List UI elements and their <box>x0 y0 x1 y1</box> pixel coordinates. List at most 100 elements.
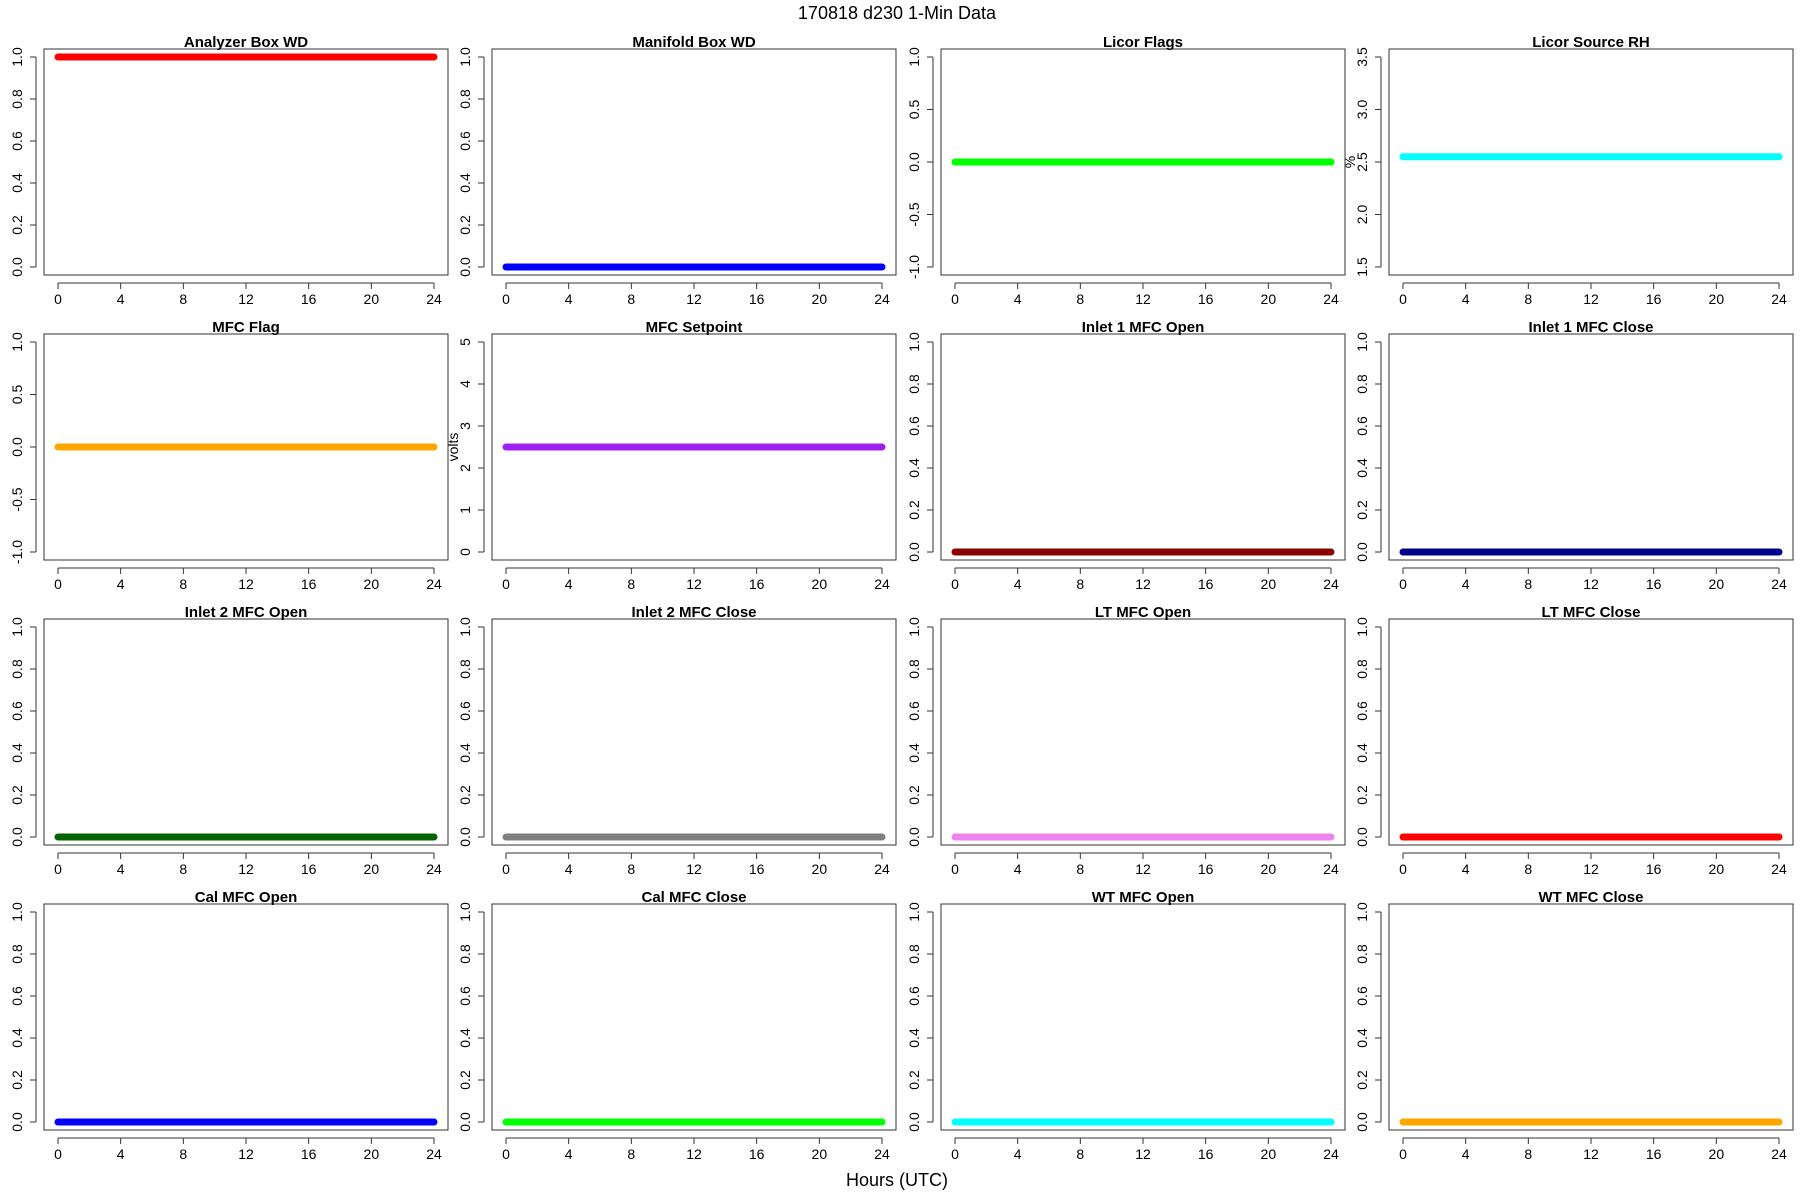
chart-panel: Licor Flags 0 4 8 12 16 20 24 -1.0 -0.5 0.0 0.5 1.0 <box>906 34 1346 307</box>
x-tick-label: 4 <box>565 576 573 592</box>
x-tick-label: 12 <box>686 291 702 307</box>
y-tick-label: 0.8 <box>9 89 25 109</box>
panel-title: LT MFC Open <box>1095 604 1191 621</box>
y-tick-label: 0.4 <box>1354 743 1370 763</box>
x-tick-label: 8 <box>627 576 635 592</box>
y-tick-label: 1.0 <box>906 902 922 922</box>
chart-panel: Licor Source RH 0 4 8 12 16 20 24 1.5 2.0 2.5 3.0 3.… <box>1342 34 1794 307</box>
x-tick-label: 4 <box>117 1146 125 1162</box>
x-tick-label: 24 <box>1771 291 1787 307</box>
y-tick-label: -1.0 <box>906 255 922 279</box>
x-tick-label: 0 <box>54 1146 62 1162</box>
x-tick-label: 24 <box>1323 576 1339 592</box>
y-tick-label: 0.0 <box>9 437 25 457</box>
x-tick-label: 16 <box>301 291 317 307</box>
x-tick-label: 4 <box>117 291 125 307</box>
y-tick-label: 4 <box>457 380 473 388</box>
y-tick-label: 1.0 <box>9 902 25 922</box>
x-tick-label: 0 <box>951 576 959 592</box>
y-tick-label: 5 <box>457 338 473 346</box>
x-tick-label: 12 <box>686 576 702 592</box>
x-tick-label: 0 <box>1399 576 1407 592</box>
panel-title: Cal MFC Close <box>641 889 746 906</box>
x-tick-label: 16 <box>749 576 765 592</box>
panel-title: Analyzer Box WD <box>184 34 308 51</box>
y-tick-label: 1.0 <box>9 332 25 352</box>
x-tick-label: 24 <box>1323 861 1339 877</box>
x-tick-label: 16 <box>1646 576 1662 592</box>
y-tick-label: 1.0 <box>906 617 922 637</box>
y-tick-label: 3.0 <box>1354 100 1370 120</box>
y-tick-label: 1.0 <box>1354 332 1370 352</box>
x-tick-label: 12 <box>1583 1146 1599 1162</box>
chart-panel: Analyzer Box WD 0 4 8 12 16 20 24 0.0 0.2 0.4 0.6 0.… <box>9 34 449 307</box>
y-tick-label: 0.5 <box>906 100 922 120</box>
x-tick-label: 24 <box>426 576 442 592</box>
x-tick-label: 4 <box>565 1146 573 1162</box>
x-tick-label: 0 <box>502 861 510 877</box>
x-tick-label: 8 <box>1076 576 1084 592</box>
panel-title: Manifold Box WD <box>632 34 755 51</box>
x-tick-label: 12 <box>238 1146 254 1162</box>
y-tick-label: 0.6 <box>9 131 25 151</box>
y-tick-label: 0.0 <box>906 1112 922 1132</box>
plot-frame <box>1388 903 1794 1131</box>
y-tick-label: 0.4 <box>9 173 25 193</box>
y-tick-label: 1.0 <box>457 902 473 922</box>
x-tick-label: 20 <box>1261 861 1277 877</box>
x-tick-label: 20 <box>812 861 828 877</box>
x-tick-label: 0 <box>1399 291 1407 307</box>
x-tick-label: 16 <box>1198 576 1214 592</box>
x-tick-label: 24 <box>426 861 442 877</box>
x-tick-label: 4 <box>1014 861 1022 877</box>
y-tick-label: 1.0 <box>9 47 25 67</box>
chart-panel: Cal MFC Close 0 4 8 12 16 20 24 0.0 0.2 0.4 0.6 0.8 1… <box>457 889 897 1162</box>
panel-title: WT MFC Open <box>1092 889 1194 906</box>
x-tick-label: 20 <box>1261 1146 1277 1162</box>
y-tick-label: 0.2 <box>9 1070 25 1090</box>
y-tick-label: 1.0 <box>457 47 473 67</box>
y-tick-label: 0.2 <box>1354 1070 1370 1090</box>
x-tick-label: 0 <box>54 861 62 877</box>
y-tick-label: 0.0 <box>457 1112 473 1132</box>
y-tick-label: 1.0 <box>1354 902 1370 922</box>
plot-frame <box>43 903 449 1131</box>
y-tick-label: 0.2 <box>906 785 922 805</box>
y-tick-label: 0.2 <box>457 1070 473 1090</box>
y-tick-label: 0.4 <box>906 458 922 478</box>
y-tick-label: 0.0 <box>9 257 25 277</box>
x-tick-label: 20 <box>1709 1146 1725 1162</box>
plot-frame <box>43 333 449 561</box>
chart-panel: Cal MFC Open 0 4 8 12 16 20 24 0.0 0.2 0.4 0.6 0.8 1.… <box>9 889 449 1162</box>
y-tick-label: 0.6 <box>1354 986 1370 1006</box>
x-tick-label: 0 <box>1399 861 1407 877</box>
y-tick-label: 0.0 <box>457 827 473 847</box>
x-tick-label: 20 <box>812 291 828 307</box>
x-tick-label: 0 <box>54 291 62 307</box>
y-tick-label: 0.4 <box>9 1028 25 1048</box>
x-tick-label: 8 <box>179 291 187 307</box>
panel-title: Licor Source RH <box>1532 34 1650 51</box>
y-axis-label: % <box>1342 156 1358 168</box>
x-tick-label: 12 <box>1135 861 1151 877</box>
x-tick-label: 16 <box>301 576 317 592</box>
x-tick-label: 12 <box>238 576 254 592</box>
x-tick-label: 24 <box>1323 291 1339 307</box>
x-tick-label: 0 <box>951 861 959 877</box>
x-tick-label: 12 <box>1135 576 1151 592</box>
x-tick-label: 8 <box>1524 291 1532 307</box>
plot-frame <box>491 903 897 1131</box>
x-tick-label: 20 <box>1261 291 1277 307</box>
y-tick-label: 0.2 <box>906 1070 922 1090</box>
x-tick-label: 24 <box>874 861 890 877</box>
y-tick-label: 1.0 <box>906 47 922 67</box>
y-tick-label: 0.0 <box>906 542 922 562</box>
x-tick-label: 8 <box>1524 576 1532 592</box>
x-tick-label: 24 <box>426 1146 442 1162</box>
x-tick-label: 16 <box>1198 291 1214 307</box>
x-tick-label: 4 <box>565 861 573 877</box>
x-tick-label: 0 <box>502 1146 510 1162</box>
chart-panel: Inlet 1 MFC Open 0 4 8 12 16 20 24 0.0 0.2 0.4 0.6 0… <box>906 319 1346 592</box>
